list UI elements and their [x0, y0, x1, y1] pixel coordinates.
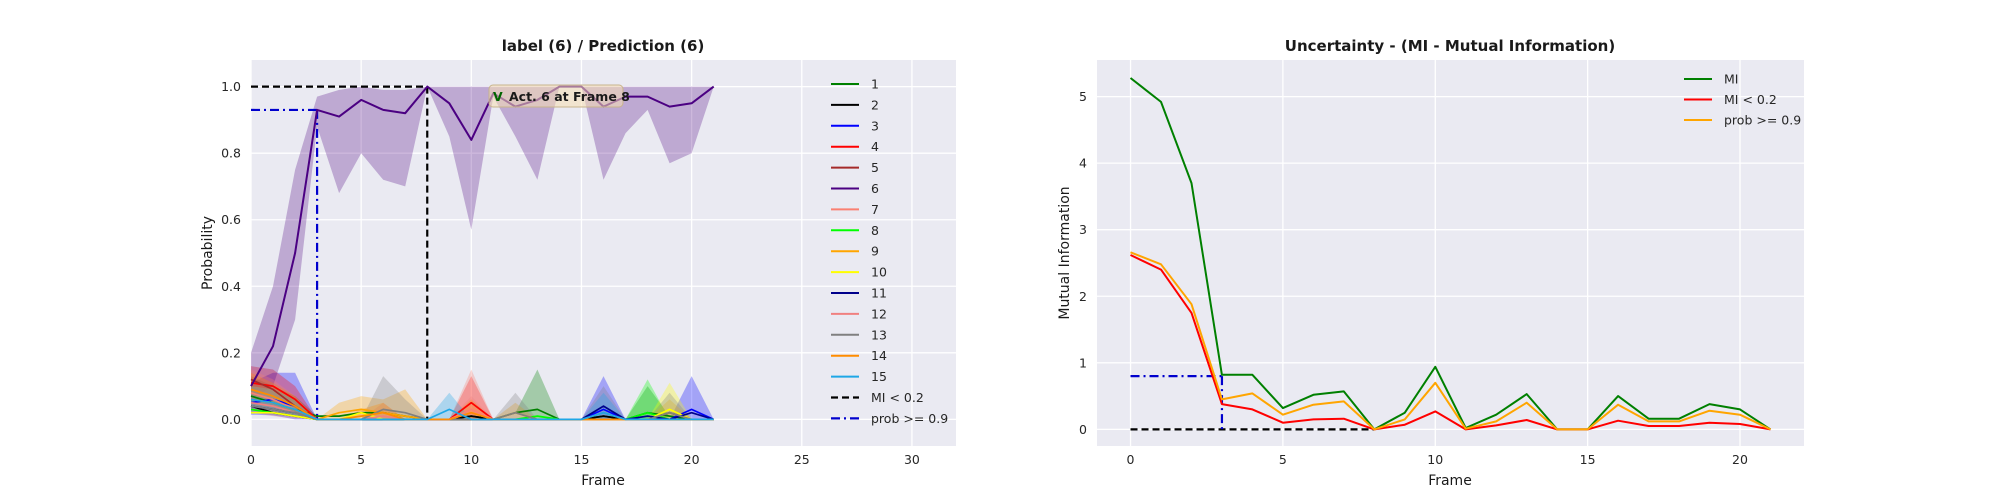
legend-label: MI	[1724, 72, 1738, 87]
legend-label: 10	[871, 265, 887, 280]
prediction-y-tick-label: 0.6	[221, 212, 241, 227]
prediction-series-lines	[250, 85, 715, 421]
prediction-tick-labels: 0 5 10 15 20 25 300.00.20.40.60.81.0	[221, 79, 920, 467]
legend-label: 11	[871, 286, 887, 301]
legend-label: 7	[871, 202, 879, 217]
legend-label: 4	[871, 139, 879, 154]
series-3-band	[251, 372, 714, 420]
prediction-x-tick-label: 10	[463, 452, 479, 467]
uncertainty-x-tick-label: 15	[1580, 452, 1596, 467]
series-1-band	[251, 369, 714, 420]
prediction-y-axis-label: Probability	[200, 216, 216, 290]
legend-label: 6	[871, 181, 879, 196]
uncertainty-series-lines	[1129, 77, 1772, 431]
legend-label: 15	[871, 369, 887, 384]
legend-label: 3	[871, 118, 879, 133]
prediction-x-tick-label: 0	[247, 452, 255, 467]
prediction-x-tick-label: 25	[794, 452, 810, 467]
uncertainty-y-tick-label: 3	[1079, 222, 1087, 237]
prediction-chart: 0 5 10 15 20 25 300.00.20.40.60.81.0 V Act. 6 …	[200, 37, 956, 489]
legend-label: 12	[871, 306, 887, 321]
prediction-y-tick-label: 0.2	[221, 345, 241, 360]
legend-label: MI < 0.2	[1724, 92, 1777, 107]
uncertainty-x-tick-label: 0	[1127, 452, 1135, 467]
uncertainty-y-tick-label: 2	[1079, 289, 1087, 304]
prediction-x-tick-label: 5	[357, 452, 365, 467]
legend-label: 8	[871, 223, 879, 238]
series-7-band	[251, 369, 714, 420]
legend-label: prob >= 0.9	[1724, 113, 1801, 128]
prediction-y-tick-label: 0.8	[221, 146, 241, 161]
uncertainty-y-tick-label: 5	[1079, 89, 1087, 104]
uncertainty-y-tick-label: 1	[1079, 355, 1087, 370]
prediction-chart-title: label (6) / Prediction (6)	[502, 37, 705, 55]
prediction-x-tick-label: 15	[574, 452, 590, 467]
prediction-x-tick-label: 30	[904, 452, 920, 467]
prediction-thresholds	[251, 85, 429, 420]
series-mi-line	[1129, 77, 1772, 431]
series-prob-0-9-line	[1130, 251, 1771, 431]
series-14-band	[251, 372, 714, 420]
uncertainty-chart: 0 5 10 15 20 0 1 2 3 4 5 MI MI < 0.2 prob >= 0.9 Unc…	[1057, 37, 1804, 489]
uncertainty-tick-labels: 0 5 10 15 20 0 1 2 3 4 5	[1079, 89, 1748, 467]
annotation-box	[488, 84, 624, 108]
uncertainty-y-tick-label: 0	[1079, 422, 1087, 437]
uncertainty-y-axis-label: Mutual Information	[1057, 186, 1073, 319]
uncertainty-x-axis-label: Frame	[1428, 473, 1472, 489]
legend-label: 14	[871, 348, 887, 363]
series-6-line	[250, 85, 715, 387]
uncertainty-y-tick-label: 4	[1079, 156, 1087, 171]
series-15-line	[250, 398, 714, 421]
prediction-y-tick-label: 0.4	[221, 279, 241, 294]
legend-label: prob >= 0.9	[871, 411, 948, 426]
prediction-y-tick-label: 0.0	[221, 412, 241, 427]
legend-label: 13	[871, 327, 887, 342]
series-6-band	[251, 86, 714, 400]
uncertainty-legend: MI MI < 0.2 prob >= 0.9	[1684, 72, 1801, 128]
prediction-x-tick-label: 20	[684, 452, 700, 467]
uncertainty-x-tick-label: 10	[1427, 452, 1443, 467]
uncertainty-x-tick-label: 5	[1279, 452, 1287, 467]
prediction-x-axis-label: Frame	[581, 473, 625, 489]
prediction-y-tick-label: 1.0	[221, 79, 241, 94]
legend-label: 2	[871, 97, 879, 112]
annotation-text: Act. 6 at Frame 8	[509, 89, 630, 104]
legend-label: 5	[871, 160, 879, 175]
legend-label: MI < 0.2	[871, 390, 924, 405]
series-4-band	[251, 366, 714, 420]
prediction-annotation: V Act. 6 at Frame 8	[488, 84, 630, 108]
prediction-plot-area	[251, 60, 956, 446]
legend-label: 1	[871, 77, 879, 92]
series-mi-0-2-line	[1130, 254, 1771, 431]
uncertainty-x-tick-label: 20	[1732, 452, 1748, 467]
annotation-check-mark: V	[493, 89, 503, 104]
legend-label: 9	[871, 244, 879, 259]
uncertainty-grid	[1097, 60, 1804, 446]
uncertainty-chart-title: Uncertainty - (MI - Mutual Information)	[1285, 37, 1615, 55]
